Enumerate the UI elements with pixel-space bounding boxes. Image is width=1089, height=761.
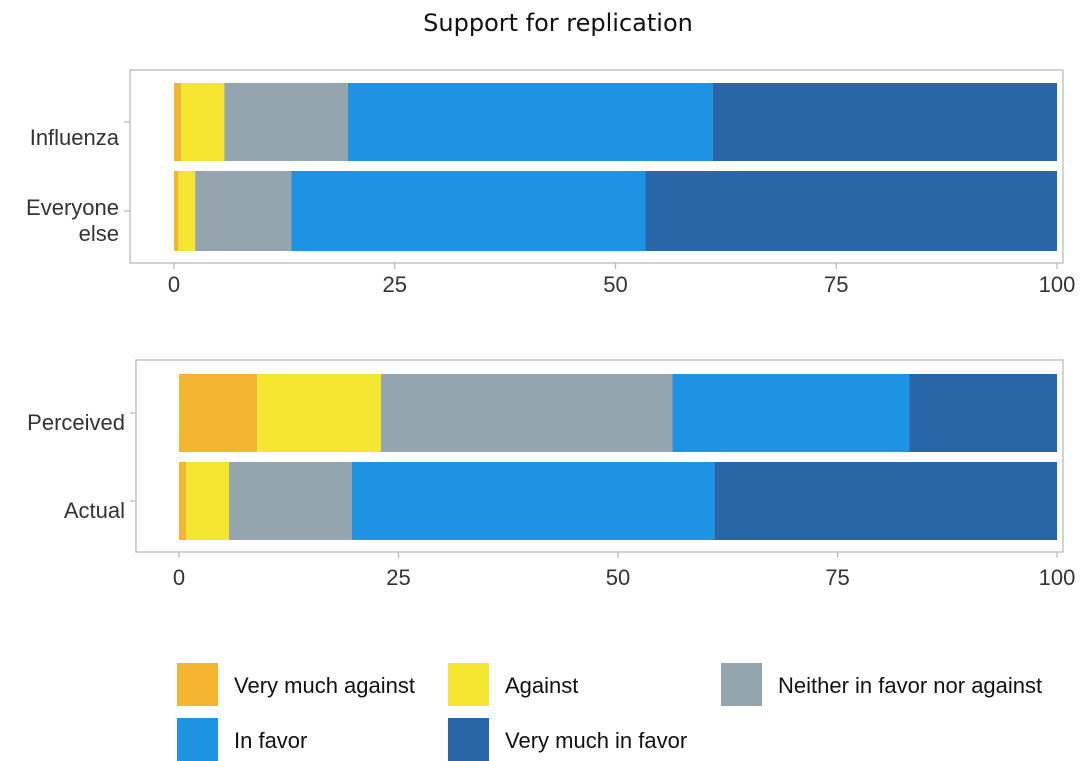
legend-swatch-neither-in-favor-nor-against <box>721 663 762 706</box>
chart-title: Support for replication <box>423 9 693 37</box>
legend: Very much against Against Neither in favor… <box>177 663 1042 761</box>
x-tick-label-100: 100 <box>1039 565 1076 590</box>
bar-segment-everyone-else-very-much-against <box>174 171 179 251</box>
bar-segment-influenza-very-much-against <box>174 83 182 161</box>
bar-segment-actual-very-much-in-favor <box>714 462 1057 540</box>
bar-segment-everyone-else-against <box>178 171 196 251</box>
x-tick-label-25: 25 <box>383 272 407 297</box>
legend-swatch-very-much-against <box>177 663 218 706</box>
panel-influenza-vs-everyone: Influenza Everyone else 0 25 50 75 100 <box>26 69 1076 297</box>
bar-segment-perceived-against <box>257 374 381 452</box>
plot-frame <box>135 359 1064 553</box>
x-tick-label-50: 50 <box>603 272 627 297</box>
category-label-everyone-else: Everyone else <box>26 195 119 246</box>
legend-label-very-much-against: Very much against <box>234 673 415 698</box>
bar-segment-everyone-else-in-favor <box>291 171 646 251</box>
x-tick-label-25: 25 <box>386 565 410 590</box>
legend-label-against: Against <box>505 673 578 698</box>
plot-frame <box>129 69 1064 264</box>
bar-segment-actual-against <box>186 462 230 540</box>
legend-label-very-much-in-favor: Very much in favor <box>505 728 687 753</box>
x-tick-label-75: 75 <box>824 272 848 297</box>
x-tick-label-50: 50 <box>606 565 630 590</box>
bar-segment-influenza-against <box>181 83 225 161</box>
bar-segment-influenza-neither-in-favor-nor-against <box>224 83 348 161</box>
legend-label-in-favor: In favor <box>234 728 307 753</box>
x-tick-label-75: 75 <box>825 565 849 590</box>
legend-swatch-against <box>448 663 489 706</box>
panel-perceived-vs-actual: Perceived Actual 0 25 50 75 100 <box>27 359 1076 590</box>
legend-label-neither-in-favor-nor-against: Neither in favor nor against <box>778 673 1042 698</box>
x-tick-label-100: 100 <box>1039 272 1076 297</box>
legend-swatch-very-much-in-favor <box>448 718 489 761</box>
bar-segment-actual-in-favor <box>351 462 715 540</box>
bar-segment-actual-neither-in-favor-nor-against <box>229 462 352 540</box>
bar-segment-perceived-neither-in-favor-nor-against <box>380 374 673 452</box>
bar-segment-influenza-in-favor <box>347 83 713 161</box>
category-label-influenza: Influenza <box>30 125 120 150</box>
bar-segment-influenza-very-much-in-favor <box>712 83 1057 161</box>
category-label-actual: Actual <box>64 498 125 523</box>
x-tick-label-0: 0 <box>173 565 185 590</box>
x-tick-label-0: 0 <box>168 272 180 297</box>
category-label-perceived: Perceived <box>27 410 125 435</box>
bar-segment-perceived-very-much-against <box>179 374 258 452</box>
bar-segment-actual-very-much-against <box>179 462 187 540</box>
bar-segment-everyone-else-very-much-in-favor <box>645 171 1057 251</box>
legend-swatch-in-favor <box>177 718 218 761</box>
bar-segment-perceived-very-much-in-favor <box>909 374 1057 452</box>
bar-segment-everyone-else-neither-in-favor-nor-against <box>195 171 292 251</box>
bar-segment-perceived-in-favor <box>672 374 910 452</box>
